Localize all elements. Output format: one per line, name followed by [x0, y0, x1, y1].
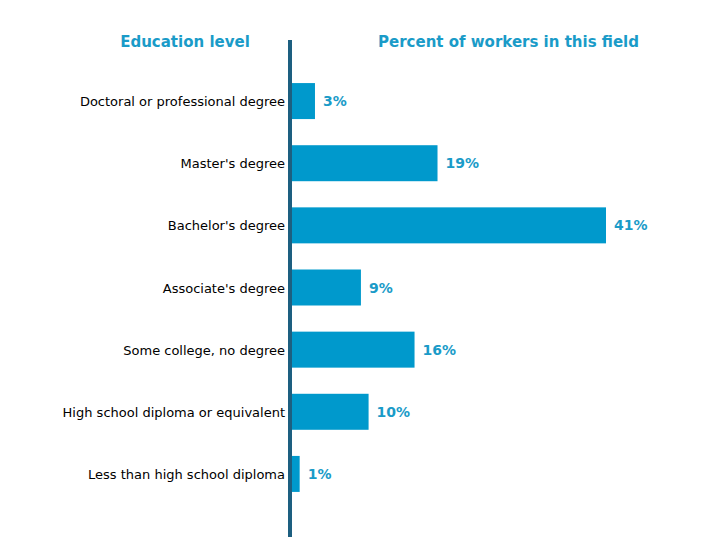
chart: Education level Percent of workers in thi…	[0, 0, 723, 550]
y-axis-title: Education level	[120, 33, 250, 51]
category-label: Associate's degree	[163, 281, 285, 296]
data-label: 16%	[423, 342, 457, 358]
data-label: 3%	[323, 93, 347, 109]
x-axis-title: Percent of workers in this field	[378, 33, 639, 51]
category-label: Bachelor's degree	[168, 218, 285, 233]
bar	[292, 456, 300, 492]
bar	[292, 207, 606, 243]
data-label: 9%	[369, 280, 393, 296]
data-label: 10%	[377, 404, 411, 420]
data-label: 1%	[308, 466, 332, 482]
category-label: Less than high school diploma	[88, 467, 285, 482]
bars	[292, 83, 606, 492]
data-label: 41%	[614, 217, 648, 233]
category-label: Some college, no degree	[123, 343, 285, 358]
bar	[292, 83, 315, 119]
data-label: 19%	[446, 155, 480, 171]
axis-line	[288, 40, 292, 537]
bar	[292, 394, 369, 430]
bar	[292, 270, 361, 306]
bar	[292, 332, 415, 368]
category-label: High school diploma or equivalent	[63, 405, 285, 420]
category-label: Master's degree	[181, 156, 285, 171]
bar	[292, 145, 438, 181]
category-label: Doctoral or professional degree	[80, 94, 285, 109]
